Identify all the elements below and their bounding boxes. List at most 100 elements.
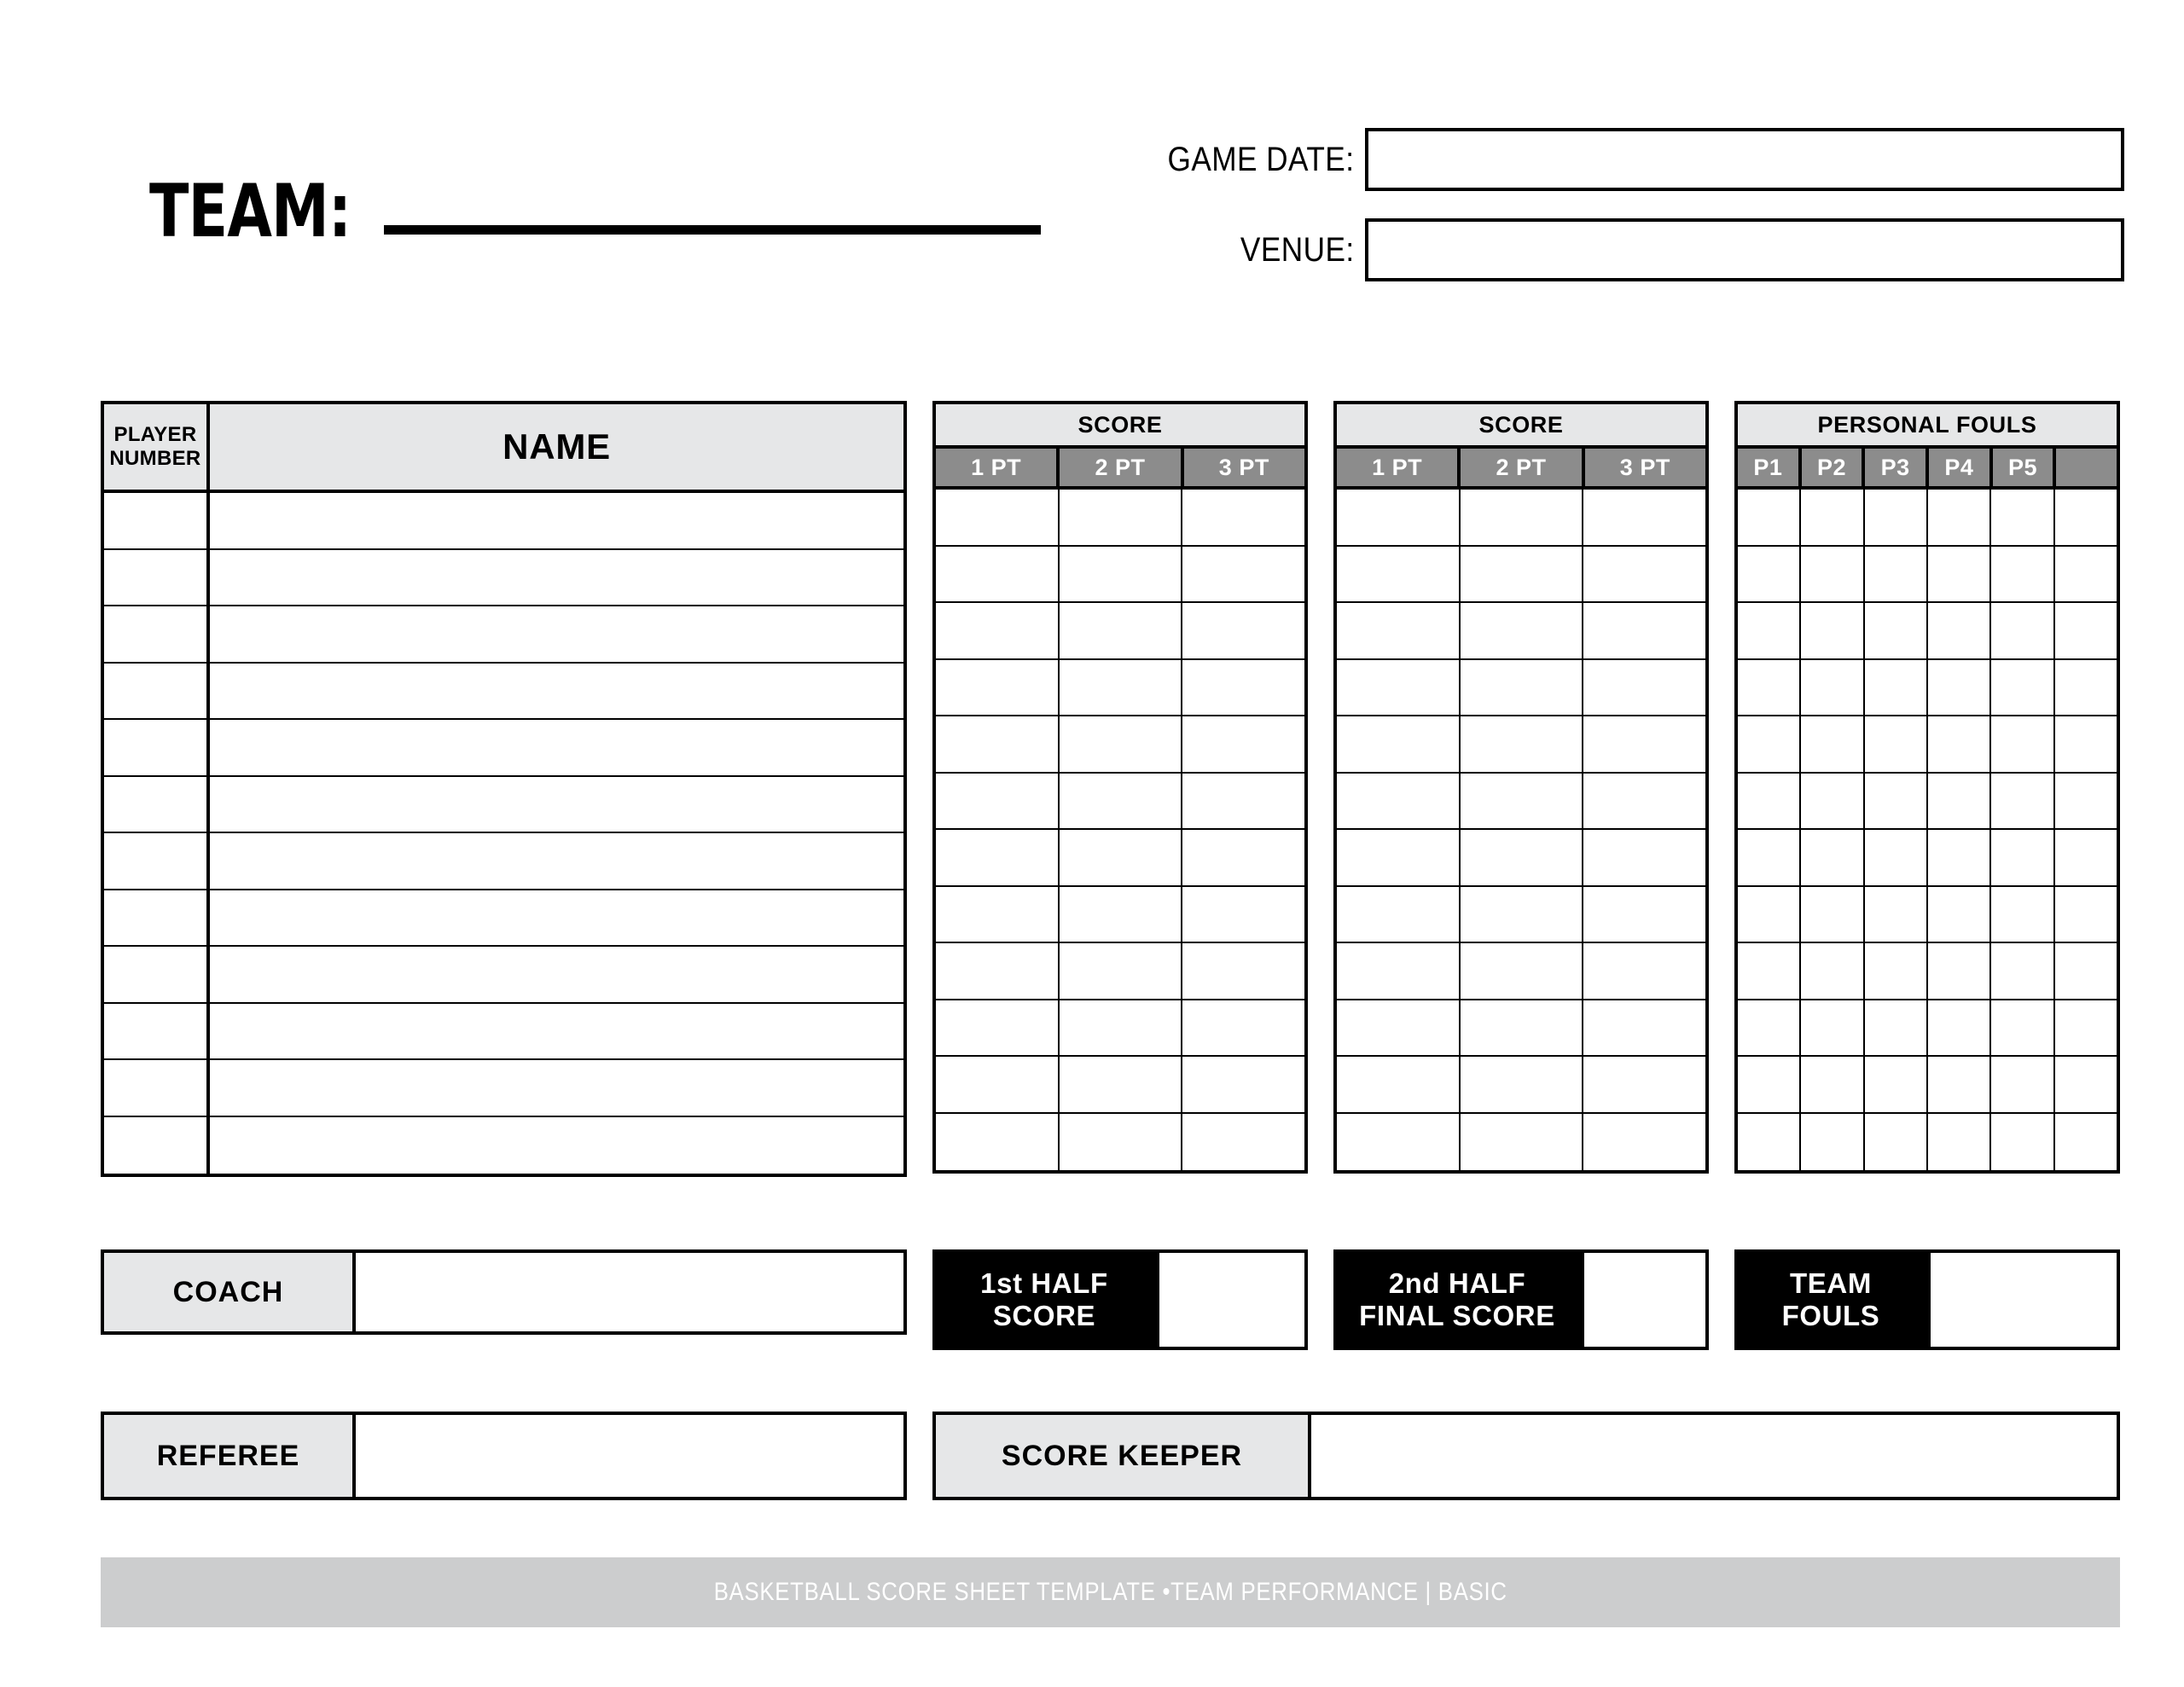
fouls-row-cell[interactable]	[1738, 659, 1802, 715]
score-2-row-cell[interactable]	[1337, 830, 1461, 885]
score-1-row-cell[interactable]	[1182, 546, 1305, 601]
score-1-row-cell[interactable]	[1059, 546, 1183, 601]
score-2-row-cell[interactable]	[1583, 943, 1706, 999]
roster-row-cell[interactable]	[210, 776, 903, 832]
fouls-row-cell[interactable]	[1927, 830, 1992, 885]
fouls-row-cell[interactable]	[1801, 886, 1865, 942]
fouls-row-cell[interactable]	[1864, 490, 1928, 545]
fouls-row-cell[interactable]	[1738, 830, 1802, 885]
fouls-row-cell[interactable]	[1991, 943, 2055, 999]
fouls-row-cell[interactable]	[2054, 603, 2117, 658]
roster-row-cell[interactable]	[104, 493, 210, 548]
fouls-row-cell[interactable]	[1864, 659, 1928, 715]
score-1-row-cell[interactable]	[1059, 659, 1183, 715]
roster-row-cell[interactable]	[104, 1003, 210, 1058]
fouls-row-cell[interactable]	[1801, 603, 1865, 658]
score-2-row-cell[interactable]	[1460, 659, 1584, 715]
score-1-row-cell[interactable]	[1182, 943, 1305, 999]
score-2-row-cell[interactable]	[1583, 886, 1706, 942]
score-1-row-cell[interactable]	[1182, 886, 1305, 942]
fouls-row-cell[interactable]	[1991, 1057, 2055, 1112]
fouls-row-cell[interactable]	[1801, 716, 1865, 772]
fouls-row-cell[interactable]	[1927, 603, 1992, 658]
fouls-row-cell[interactable]	[1738, 1057, 1802, 1112]
roster-row-cell[interactable]	[210, 720, 903, 775]
score-1-row-cell[interactable]	[1182, 1057, 1305, 1112]
roster-row-cell[interactable]	[210, 1116, 903, 1174]
fouls-row-cell[interactable]	[1738, 886, 1802, 942]
roster-row-cell[interactable]	[104, 776, 210, 832]
fouls-row-cell[interactable]	[2054, 490, 2117, 545]
roster-row-cell[interactable]	[104, 663, 210, 718]
score-2-row-cell[interactable]	[1460, 546, 1584, 601]
referee-input[interactable]	[356, 1415, 903, 1497]
fouls-row-cell[interactable]	[1991, 716, 2055, 772]
team-name-write-line[interactable]	[383, 225, 1041, 235]
fouls-row-cell[interactable]	[2054, 716, 2117, 772]
fouls-row-cell[interactable]	[1864, 546, 1928, 601]
fouls-row-cell[interactable]	[2054, 943, 2117, 999]
fouls-row-cell[interactable]	[1738, 1113, 1802, 1170]
fouls-row-cell[interactable]	[2054, 546, 2117, 601]
score-1-row-cell[interactable]	[1059, 716, 1183, 772]
score-2-row-cell[interactable]	[1337, 1113, 1461, 1170]
fouls-row-cell[interactable]	[1864, 603, 1928, 658]
score-keeper-input[interactable]	[1311, 1415, 2117, 1497]
fouls-row-cell[interactable]	[1991, 659, 2055, 715]
score-1-row-cell[interactable]	[936, 546, 1060, 601]
score-1-row-cell[interactable]	[936, 659, 1060, 715]
fouls-row-cell[interactable]	[1801, 1113, 1865, 1170]
fouls-row-cell[interactable]	[1738, 1000, 1802, 1055]
score-1-row-cell[interactable]	[1059, 886, 1183, 942]
score-1-row-cell[interactable]	[936, 1113, 1060, 1170]
fouls-row-cell[interactable]	[1738, 716, 1802, 772]
score-2-row-cell[interactable]	[1583, 1000, 1706, 1055]
score-2-row-cell[interactable]	[1337, 659, 1461, 715]
fouls-row-cell[interactable]	[1738, 603, 1802, 658]
score-2-row-cell[interactable]	[1460, 603, 1584, 658]
score-1-row-cell[interactable]	[1182, 603, 1305, 658]
venue-input[interactable]	[1365, 218, 2124, 281]
roster-row-cell[interactable]	[210, 1060, 903, 1116]
coach-input[interactable]	[356, 1253, 903, 1331]
fouls-row-cell[interactable]	[1801, 943, 1865, 999]
roster-row-cell[interactable]	[210, 663, 903, 718]
team-fouls-input[interactable]	[1927, 1249, 2120, 1350]
team-field[interactable]: TEAM:	[149, 175, 1041, 248]
score-2-row-cell[interactable]	[1337, 716, 1461, 772]
score-1-row-cell[interactable]	[1059, 773, 1183, 828]
roster-row-cell[interactable]	[104, 606, 210, 662]
score-1-row-cell[interactable]	[1059, 603, 1183, 658]
fouls-row-cell[interactable]	[1864, 886, 1928, 942]
fouls-row-cell[interactable]	[1738, 546, 1802, 601]
first-half-score-input[interactable]	[1156, 1249, 1308, 1350]
score-1-row-cell[interactable]	[1059, 830, 1183, 885]
score-1-row-cell[interactable]	[1182, 716, 1305, 772]
roster-row-cell[interactable]	[210, 947, 903, 1002]
fouls-row-cell[interactable]	[1864, 1000, 1928, 1055]
fouls-row-cell[interactable]	[1927, 490, 1992, 545]
score-2-row-cell[interactable]	[1337, 1000, 1461, 1055]
roster-row-cell[interactable]	[104, 890, 210, 945]
roster-row-cell[interactable]	[210, 1003, 903, 1058]
score-2-row-cell[interactable]	[1583, 1057, 1706, 1112]
score-2-row-cell[interactable]	[1460, 490, 1584, 545]
fouls-row-cell[interactable]	[1927, 1113, 1992, 1170]
fouls-row-cell[interactable]	[1801, 659, 1865, 715]
score-1-row-cell[interactable]	[1059, 1113, 1183, 1170]
score-2-row-cell[interactable]	[1460, 1057, 1584, 1112]
score-2-row-cell[interactable]	[1460, 716, 1584, 772]
score-1-row-cell[interactable]	[936, 773, 1060, 828]
roster-row-cell[interactable]	[210, 606, 903, 662]
roster-row-cell[interactable]	[104, 1060, 210, 1116]
roster-row-cell[interactable]	[104, 833, 210, 889]
score-2-row-cell[interactable]	[1337, 1057, 1461, 1112]
score-2-row-cell[interactable]	[1583, 773, 1706, 828]
score-2-row-cell[interactable]	[1460, 773, 1584, 828]
score-1-row-cell[interactable]	[1182, 659, 1305, 715]
score-2-row-cell[interactable]	[1583, 490, 1706, 545]
fouls-row-cell[interactable]	[1927, 546, 1992, 601]
score-1-row-cell[interactable]	[1182, 1113, 1305, 1170]
score-1-row-cell[interactable]	[936, 886, 1060, 942]
fouls-row-cell[interactable]	[1991, 490, 2055, 545]
